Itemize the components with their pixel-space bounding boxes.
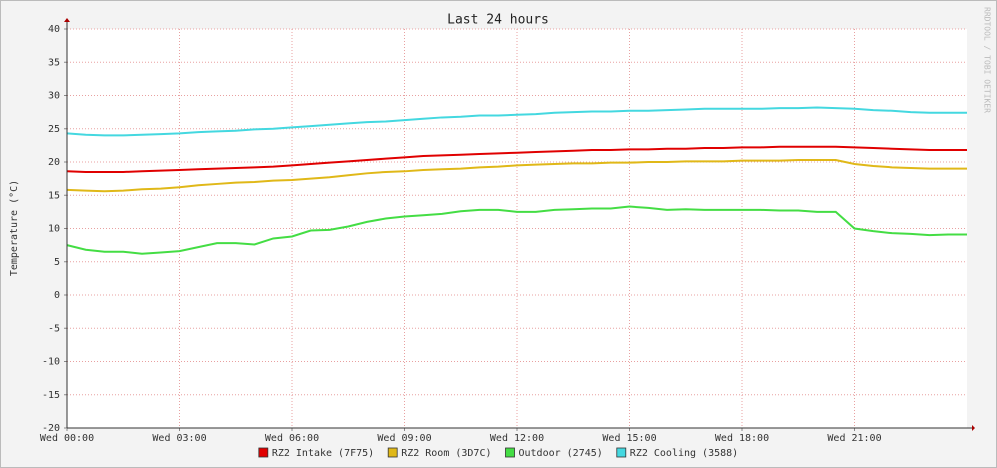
y-arrow (64, 18, 70, 22)
y-tick-label: -20 (42, 423, 60, 434)
y-tick-label: 10 (48, 224, 60, 235)
legend-label: Outdoor (2745) (519, 448, 603, 459)
x-tick-label: Wed 18:00 (715, 433, 769, 444)
legend-item: RZ2 Intake (7F75) (258, 447, 374, 459)
x-tick-label: Wed 09:00 (377, 433, 431, 444)
legend-label: RZ2 Intake (7F75) (272, 448, 374, 459)
legend: RZ2 Intake (7F75) RZ2 Room (3D7C) Outdoor … (258, 447, 738, 459)
x-tick-label: Wed 21:00 (827, 433, 881, 444)
x-tick-label: Wed 06:00 (265, 433, 319, 444)
y-tick-label: -5 (48, 323, 60, 334)
y-axis-label: Temperature (°C) (9, 180, 20, 276)
legend-label: RZ2 Room (3D7C) (401, 448, 491, 459)
legend-swatch (387, 447, 398, 458)
x-tick-label: Wed 15:00 (602, 433, 656, 444)
series-line (66, 205, 967, 255)
y-tick-label: 5 (54, 257, 60, 268)
legend-item: RZ2 Cooling (3588) (616, 447, 738, 459)
series-line (66, 106, 967, 137)
x-tick-label: Wed 12:00 (490, 433, 544, 444)
lines (66, 106, 967, 255)
y-tick-label: 25 (48, 124, 60, 135)
legend-swatch (258, 447, 269, 458)
y-tick-label: -10 (42, 357, 60, 368)
x-arrow (972, 425, 975, 431)
x-tick-label: Wed 03:00 (152, 433, 206, 444)
y-tick-label: 0 (54, 290, 60, 301)
y-tick-label: 40 (48, 24, 60, 35)
y-tick-label: 35 (48, 57, 60, 68)
legend-item: Outdoor (2745) (505, 447, 603, 459)
legend-label: RZ2 Cooling (3588) (630, 448, 738, 459)
y-tick-label: 15 (48, 190, 60, 201)
series-line (66, 159, 967, 193)
y-tick-label: 20 (48, 157, 60, 168)
x-tick-label: Wed 00:00 (40, 433, 94, 444)
y-tick-label: -15 (42, 390, 60, 401)
legend-item: RZ2 Room (3D7C) (387, 447, 492, 459)
series-line (66, 145, 967, 173)
chart-title: Last 24 hours (447, 13, 549, 28)
watermark: RRDTOOL / TOBI OETIKER (983, 7, 992, 113)
y-tick-label: 30 (48, 91, 60, 102)
legend-swatch (505, 447, 515, 458)
legend-swatch (616, 447, 627, 458)
